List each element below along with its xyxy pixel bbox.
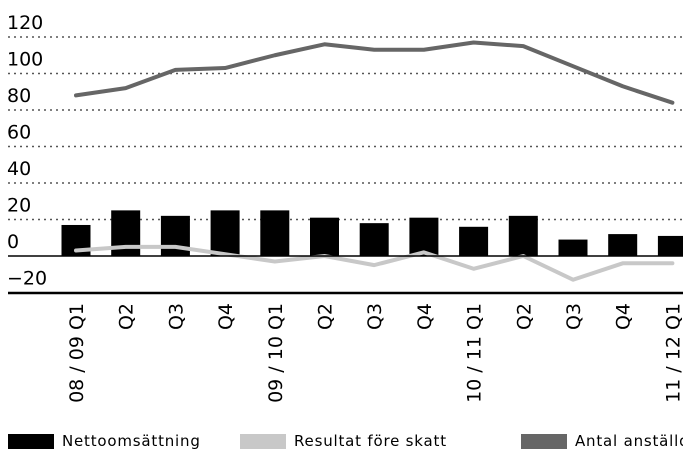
bar-nettoomsattning	[260, 210, 290, 256]
y-tick-label: 100	[7, 49, 43, 71]
bar-nettoomsattning	[409, 217, 439, 256]
y-tick-label: 80	[7, 85, 31, 107]
x-tick-label: Q3	[563, 303, 585, 330]
y-tick-label: 120	[7, 12, 43, 34]
bar-nettoomsattning	[508, 215, 538, 256]
x-tick-label: Q4	[215, 303, 237, 330]
x-tick-label: Q4	[414, 303, 436, 330]
bar-nettoomsattning	[459, 226, 489, 256]
x-tick-label: 09 / 10 Q1	[265, 303, 287, 403]
legend-label-antal: Antal anställda	[575, 432, 683, 450]
x-tick-label: Q3	[364, 303, 386, 330]
legend-item-nettoomsattning: Nettoomsättning	[8, 432, 201, 450]
legend-swatch-nettoomsattning	[8, 433, 54, 449]
y-axis-tick-labels: 120 100 80 60 40 20 0 −20	[7, 12, 47, 290]
y-tick-label: 40	[7, 158, 31, 180]
x-tick-label: 10 / 11 Q1	[464, 303, 486, 403]
x-tick-label: 08 / 09 Q1	[66, 303, 88, 403]
bar-nettoomsattning	[608, 234, 638, 256]
x-tick-label: Q2	[513, 303, 535, 330]
series-lines	[74, 40, 675, 282]
axis-lines	[8, 255, 683, 295]
bar-nettoomsattning	[558, 239, 588, 256]
legend-label-nettoomsattning: Nettoomsättning	[62, 432, 201, 450]
y-tick-label: 60	[7, 122, 31, 144]
x-tick-label: Q3	[165, 303, 187, 330]
line-antal-anstallda	[74, 40, 675, 105]
x-tick-label: Q2	[315, 303, 337, 330]
y-tick-label: 0	[7, 231, 19, 253]
legend-item-antal: Antal anställda	[521, 432, 683, 450]
bar-nettoomsattning	[657, 235, 683, 256]
y-tick-label: 20	[7, 195, 31, 217]
x-axis-tick-labels: 08 / 09 Q1 Q2 Q3 Q4 09 / 10 Q1 Q2 Q3 Q4 10 / 11 …	[66, 303, 683, 403]
x-tick-label: Q2	[116, 303, 138, 330]
legend-swatch-resultat	[240, 433, 286, 449]
x-tick-label: Q4	[613, 303, 635, 330]
bar-nettoomsattning	[359, 223, 389, 256]
grid-lines	[8, 36, 683, 221]
bar-nettoomsattning	[310, 217, 339, 256]
y-tick-label: −20	[7, 268, 47, 290]
bar-nettoomsattning	[210, 210, 240, 256]
legend-swatch-antal	[521, 433, 567, 449]
x-tick-label: 11 / 12 Q1	[662, 303, 683, 403]
line-resultat-fore-skatt	[74, 244, 675, 282]
series-nettoomsattning-bars	[61, 210, 683, 256]
legend: Nettoomsättning Resultat före skatt Anta…	[0, 432, 683, 450]
legend-item-resultat: Resultat före skatt	[240, 432, 447, 450]
legend-label-resultat: Resultat före skatt	[294, 432, 447, 450]
